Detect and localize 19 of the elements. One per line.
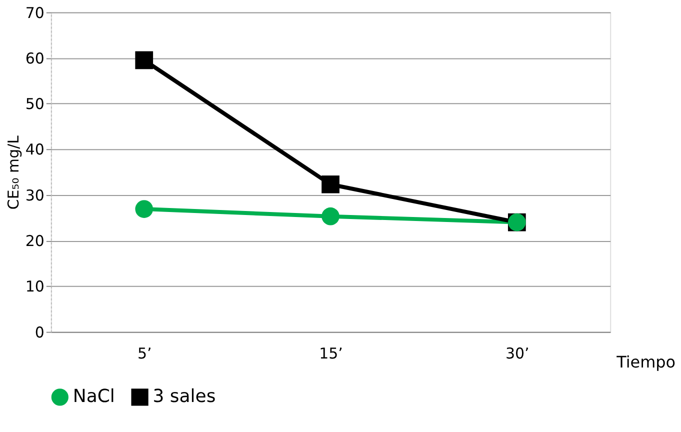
legend-label: NaCl <box>72 386 115 408</box>
y-tick-label: 60 <box>25 49 44 68</box>
point <box>135 51 154 70</box>
y-tick-label: 40 <box>25 140 44 159</box>
y-tick-label: 50 <box>25 95 44 114</box>
point <box>322 207 340 226</box>
y-tick-label: 30 <box>25 186 44 204</box>
y-tick-label: 70 <box>25 4 44 22</box>
y-tick-label: 10 <box>25 278 44 296</box>
point <box>322 175 340 194</box>
x-tick-label: 15’ <box>319 344 343 362</box>
y-tick-label: 20 <box>25 232 44 250</box>
x-tick-label: 5’ <box>137 344 152 362</box>
y-tick-label: 0 <box>34 323 44 342</box>
point <box>135 200 154 218</box>
legend-label: 3 sales <box>152 386 216 408</box>
x-tick-label: 30’ <box>506 344 530 362</box>
y-axis-title: CE₅₀ mg/L <box>4 134 22 210</box>
x-axis-title: Tiempo <box>616 352 676 372</box>
